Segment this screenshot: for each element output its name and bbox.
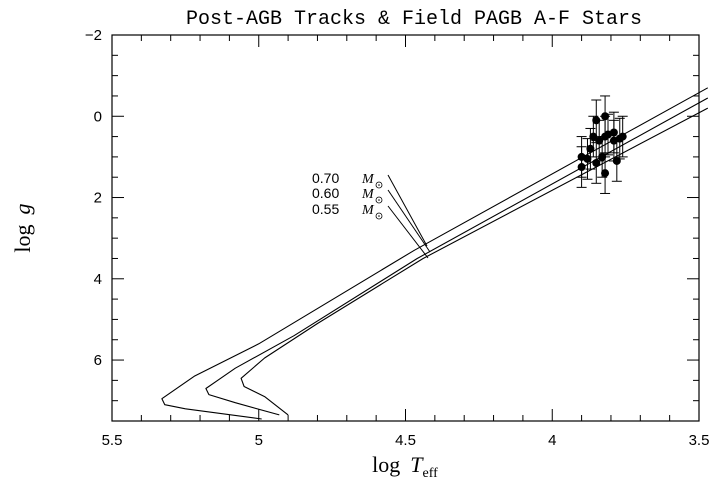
track-label-unit: M (361, 203, 375, 218)
x-tick-label: 3.5 (689, 432, 710, 449)
y-tick-label: 2 (94, 190, 102, 207)
y-axis-ticks: −2 0 2 4 6 (85, 27, 699, 422)
track-leader-line (387, 174, 428, 247)
star-point (589, 132, 598, 141)
sun-symbol (375, 196, 383, 204)
star-point (618, 132, 627, 141)
chart-title: Post-AGB Tracks & Field PAGB A-F Stars (186, 8, 642, 31)
x-axis-ticks: 5.5 5 4.5 4 3.5 (102, 35, 710, 449)
post-agb-tracks (161, 87, 709, 420)
track-label-unit: M (361, 172, 375, 187)
track-leader-line (387, 205, 429, 259)
track-line (161, 87, 709, 420)
track-label-unit: M (361, 187, 375, 202)
y-tick-label: 4 (94, 271, 102, 288)
sun-symbol-dot (378, 215, 380, 217)
x-axis-label-main: log (372, 452, 400, 477)
sun-symbol-dot (378, 184, 380, 186)
y-axis-label: log g (10, 203, 35, 252)
x-tick-label: 4 (548, 432, 556, 449)
star-point (601, 169, 610, 178)
y-axis-label-main: log (10, 224, 35, 252)
y-tick-label: 0 (94, 108, 102, 125)
x-tick-label: 5 (255, 432, 263, 449)
sun-symbol-dot (378, 199, 380, 201)
track-line (240, 107, 709, 416)
track-label: 0.55 (312, 201, 339, 217)
track-line (205, 97, 709, 416)
track-leader-line (387, 189, 431, 253)
y-axis-label-var: g (10, 203, 35, 214)
star-point (595, 136, 604, 145)
x-axis-label-var: T (410, 452, 424, 477)
track-label: 0.70 (312, 170, 339, 186)
x-tick-label: 5.5 (102, 432, 123, 449)
x-axis-label: log Teff (372, 452, 438, 481)
pagb-stars (576, 95, 628, 194)
sun-symbol (375, 212, 383, 220)
track-label: 0.60 (312, 185, 339, 201)
y-tick-label: −2 (85, 27, 102, 44)
y-tick-label: 6 (94, 352, 102, 369)
x-tick-label: 4.5 (395, 432, 416, 449)
x-axis-label-sub: eff (423, 466, 439, 481)
star-point (586, 144, 595, 153)
sun-symbol (375, 181, 383, 189)
star-point (577, 163, 586, 172)
track-labels: 0.70 M 0.60 M 0.55 M (312, 170, 431, 259)
